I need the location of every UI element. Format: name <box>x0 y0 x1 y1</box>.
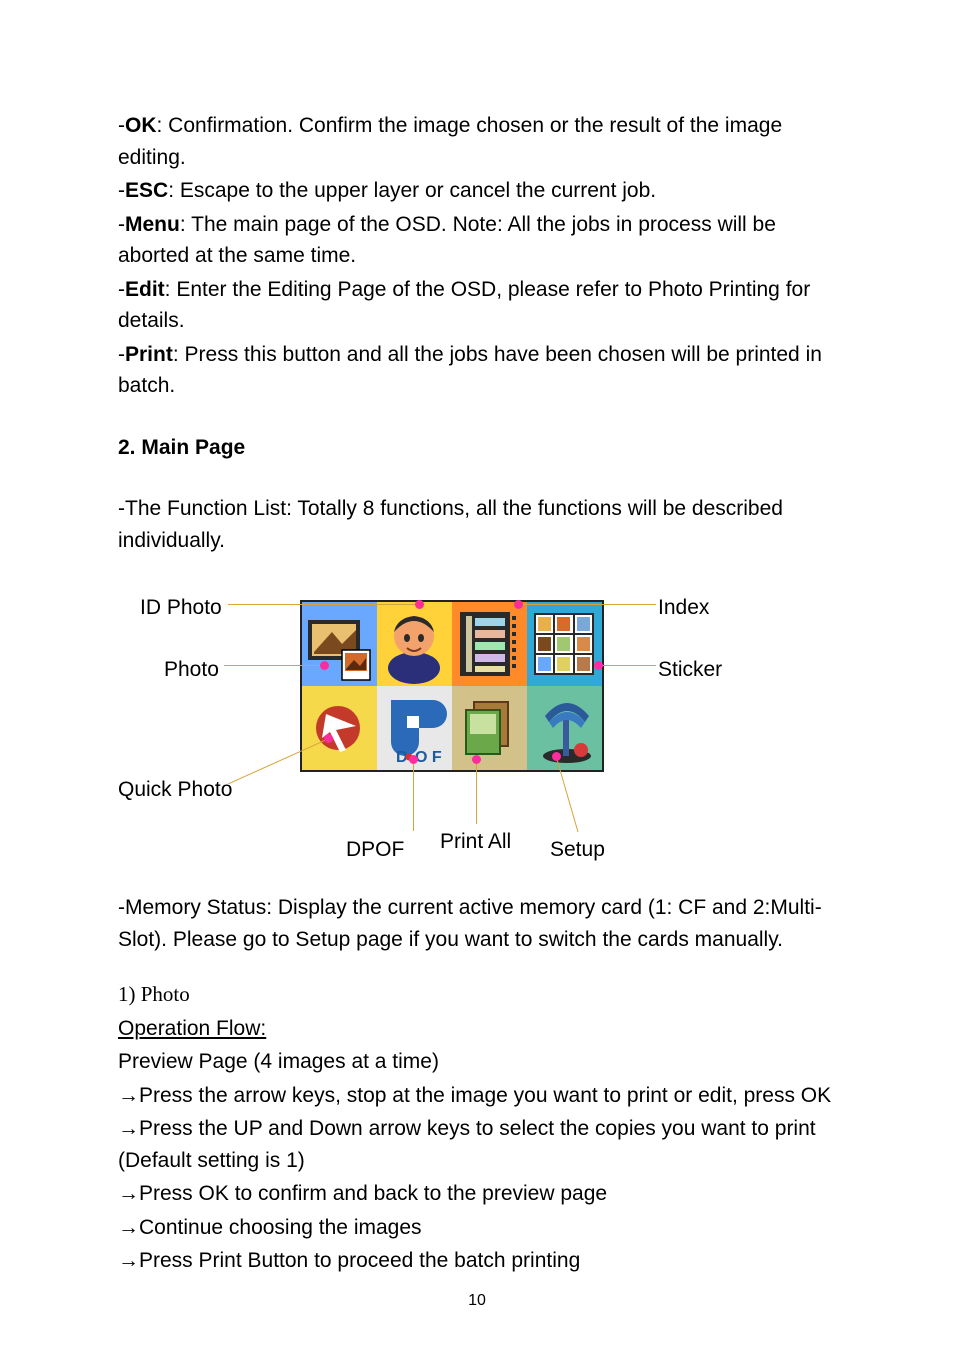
flow-heading-2: Operation Flow: <box>118 1013 836 1045</box>
text-menu: : The main page of the OSD. Note: All th… <box>118 213 776 268</box>
term-print: Print <box>125 343 173 366</box>
photo-icon <box>302 602 377 686</box>
tile-index <box>452 602 527 686</box>
dot-photo <box>320 661 329 670</box>
text-esc: : Escape to the upper layer or cancel th… <box>168 179 656 202</box>
memory-status: -Memory Status: Display the current acti… <box>118 892 836 955</box>
connector-quickphoto <box>228 739 328 784</box>
sticker-icon <box>527 602 602 686</box>
label-dpof: DPOF <box>346 834 404 866</box>
def-ok: -OK: Confirmation. Confirm the image cho… <box>118 110 836 173</box>
flow-line-1: Preview Page (4 images at a time) <box>118 1046 836 1078</box>
label-printall: Print All <box>440 826 511 858</box>
term-edit: Edit <box>125 278 165 301</box>
tile-photo <box>302 602 377 686</box>
tile-printall <box>452 686 527 770</box>
arrow-icon: → <box>118 1116 139 1140</box>
connector-sticker <box>598 665 656 666</box>
connector-printall <box>476 759 477 824</box>
osd-screen: D O F <box>300 600 604 772</box>
section-2-heading: 2. Main Page <box>118 432 836 464</box>
term-menu: Menu <box>125 213 180 236</box>
def-edit: -Edit: Enter the Editing Page of the OSD… <box>118 274 836 337</box>
flow-line-3: →Press the UP and Down arrow keys to sel… <box>118 1113 836 1176</box>
def-print: -Print: Press this button and all the jo… <box>118 339 836 402</box>
arrow-icon: → <box>118 1215 139 1239</box>
flow-line-5: →Continue choosing the images <box>118 1212 836 1244</box>
flow-line-4: →Press OK to confirm and back to the pre… <box>118 1178 836 1210</box>
connector-index <box>518 604 656 605</box>
connector-photo <box>224 665 324 666</box>
text-edit: : Enter the Editing Page of the OSD, ple… <box>118 278 810 333</box>
arrow-icon: → <box>118 1248 139 1272</box>
dot-sticker <box>594 661 603 670</box>
section-2-intro: -The Function List: Totally 8 functions,… <box>118 493 836 556</box>
flow-heading-1: 1) Photo <box>118 979 836 1011</box>
connector-idphoto <box>228 604 419 605</box>
printall-icon <box>452 686 527 770</box>
dot-index <box>514 600 523 609</box>
label-photo: Photo <box>164 654 219 686</box>
label-sticker: Sticker <box>658 654 722 686</box>
idphoto-icon <box>377 602 452 686</box>
label-idphoto: ID Photo <box>140 592 222 624</box>
arrow-icon: → <box>118 1181 139 1205</box>
index-icon <box>452 602 527 686</box>
tile-sticker <box>527 602 602 686</box>
term-esc: ESC <box>125 179 168 202</box>
text-ok: : Confirmation. Confirm the image chosen… <box>118 114 782 169</box>
page-number: 10 <box>0 1289 954 1313</box>
svg-text:O F: O F <box>415 749 442 766</box>
term-ok: OK <box>125 114 157 137</box>
main-page-diagram: D O F <box>118 584 836 864</box>
flow-line-6: →Press Print Button to proceed the batch… <box>118 1245 836 1277</box>
dot-dpof <box>409 755 418 764</box>
tile-idphoto <box>377 602 452 686</box>
connector-setup <box>556 756 586 832</box>
arrow-icon: → <box>118 1083 139 1107</box>
dot-setup <box>552 752 561 761</box>
def-menu: -Menu: The main page of the OSD. Note: A… <box>118 209 836 272</box>
def-esc: -ESC: Escape to the upper layer or cance… <box>118 175 836 207</box>
connector-dpof <box>413 759 414 831</box>
dot-printall <box>472 755 481 764</box>
text-print: : Press this button and all the jobs hav… <box>118 343 822 398</box>
dot-idphoto <box>415 600 424 609</box>
label-index: Index <box>658 592 709 624</box>
label-setup: Setup <box>550 834 605 866</box>
flow-line-2: →Press the arrow keys, stop at the image… <box>118 1080 836 1112</box>
label-quickphoto: Quick Photo <box>118 774 232 806</box>
dot-quickphoto <box>324 734 333 743</box>
